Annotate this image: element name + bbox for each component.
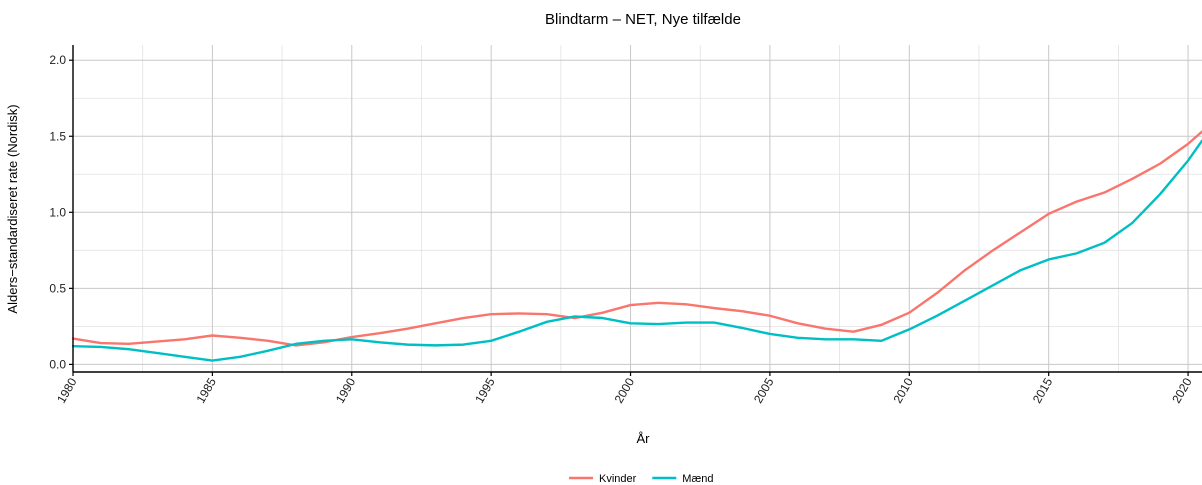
x-tick-label: 1995	[472, 375, 498, 405]
axes	[72, 45, 1202, 373]
minor-gridlines	[73, 45, 1202, 372]
y-tick-label: 0.0	[49, 357, 66, 371]
x-tick-label: 2015	[1030, 375, 1056, 405]
y-tick-label: 2.0	[49, 53, 66, 67]
x-tick-label: 2010	[890, 375, 916, 405]
y-tick-label: 1.0	[49, 205, 66, 219]
y-axis-title: Alders−standardiseret rate (Nordisk)	[5, 104, 20, 313]
y-tick-label: 0.5	[49, 281, 66, 295]
series-lines	[71, 130, 1202, 362]
y-tick-label: 1.5	[49, 129, 66, 143]
series-line-kvinder	[71, 130, 1202, 347]
chart-title: Blindtarm – NET, Nye tilfælde	[545, 11, 741, 28]
y-axis-ticks: 0.0 0.5 1.0 1.5 2.0	[49, 53, 73, 371]
series-line-mænd	[71, 139, 1202, 362]
legend-label-kvinder: Kvinder	[599, 473, 637, 485]
legend: Kvinder Mænd	[569, 473, 713, 485]
x-axis-ticks: 1980 1985 1990 1995 2000 2005 2010 2015 2020	[54, 372, 1195, 406]
x-axis-title: År	[637, 431, 651, 446]
x-tick-label: 2000	[612, 375, 638, 405]
legend-label-mænd: Mænd	[682, 473, 713, 485]
x-tick-label: 2005	[751, 375, 777, 405]
x-tick-label: 1980	[54, 375, 80, 405]
x-tick-label: 1985	[194, 375, 220, 405]
x-tick-label: 2020	[1169, 375, 1195, 405]
x-tick-label: 1990	[333, 375, 359, 405]
